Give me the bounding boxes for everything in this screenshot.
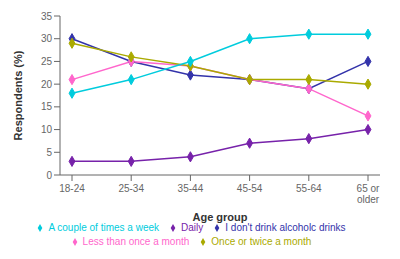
svg-text:18-24: 18-24 — [59, 183, 85, 194]
html-text:I don't drink alcoholc drinks: I don't drink alcoholc drinks — [225, 222, 346, 233]
svg-text:25-34: 25-34 — [118, 183, 144, 194]
svg-text:10: 10 — [41, 124, 53, 135]
svg-text:55-64: 55-64 — [296, 183, 322, 194]
html-text:Less than once a month: Less than once a month — [82, 236, 190, 247]
svg-text:15: 15 — [41, 101, 53, 112]
svg-text:65 orolder: 65 orolder — [357, 183, 380, 205]
svg-text:20: 20 — [41, 79, 53, 90]
svg-text:0: 0 — [46, 170, 52, 181]
html-text:A couple of times a week: A couple of times a week — [48, 222, 159, 233]
svg-text:35-44: 35-44 — [178, 183, 204, 194]
svg-text:30: 30 — [41, 33, 53, 44]
svg-text:35: 35 — [41, 11, 53, 22]
html-text:Once or twice a month: Once or twice a month — [211, 236, 312, 247]
svg-text:5: 5 — [46, 147, 52, 158]
html-text:Daily: Daily — [181, 222, 204, 233]
svg-text:25: 25 — [41, 56, 53, 67]
svg-text:Age group: Age group — [193, 211, 248, 223]
svg-text:45-54: 45-54 — [237, 183, 263, 194]
svg-text:Respondents (%): Respondents (%) — [12, 50, 24, 140]
